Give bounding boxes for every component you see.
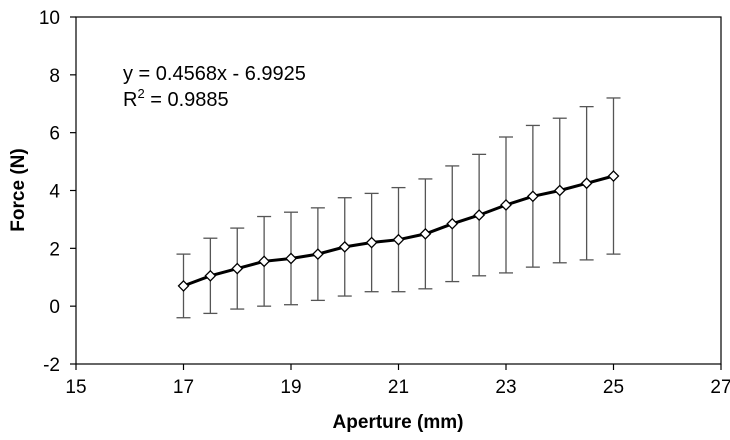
error-bars (176, 97, 621, 319)
x-axis-title: Aperture (mm) (333, 412, 464, 433)
y-tick-label: 8 (49, 66, 60, 87)
data-point-marker (258, 255, 271, 268)
x-tick-label: 19 (280, 377, 301, 398)
r-squared-value: = 0.9885 (145, 89, 229, 111)
y-tick-label: 10 (39, 8, 60, 29)
x-tick-label: 23 (495, 377, 516, 398)
data-point-marker (553, 184, 566, 197)
data-point-marker (580, 177, 593, 190)
data-markers (177, 170, 620, 292)
data-point-marker (365, 236, 378, 249)
x-tick-label: 15 (65, 377, 86, 398)
r-squared-label: R2 = 0.9885 (123, 86, 229, 111)
data-point-marker (231, 262, 244, 275)
data-point-marker (473, 209, 486, 221)
x-tick-label: 17 (173, 377, 194, 398)
x-axis-ticks: 15 17 19 21 23 25 27 (65, 364, 730, 398)
data-point-marker (446, 217, 459, 230)
y-axis-title: Force (N) (8, 148, 29, 231)
y-tick-label: 6 (49, 124, 60, 145)
y-tick-label: 0 (49, 297, 60, 318)
data-point-marker (526, 190, 539, 203)
y-tick-label: 4 (49, 182, 60, 203)
y-axis-ticks: -2 0 2 4 6 8 10 (39, 8, 76, 376)
data-point-marker (419, 227, 432, 240)
data-point-marker (177, 280, 190, 292)
r-squared-superscript: 2 (137, 86, 144, 101)
x-tick-label: 27 (710, 377, 730, 398)
data-point-marker (311, 248, 324, 261)
data-point-marker (204, 269, 217, 282)
data-point-marker (500, 199, 512, 211)
r-squared-prefix: R (123, 89, 137, 111)
y-tick-label: 2 (49, 239, 60, 260)
data-point-marker (392, 233, 405, 246)
x-tick-label: 25 (603, 377, 624, 398)
x-tick-label: 21 (388, 377, 409, 398)
regression-equation: y = 0.4568x - 6.9925 (123, 63, 306, 85)
y-tick-label: -2 (43, 355, 60, 376)
data-point-marker (338, 240, 351, 253)
data-point-marker (285, 252, 297, 265)
data-point-marker (607, 170, 620, 182)
